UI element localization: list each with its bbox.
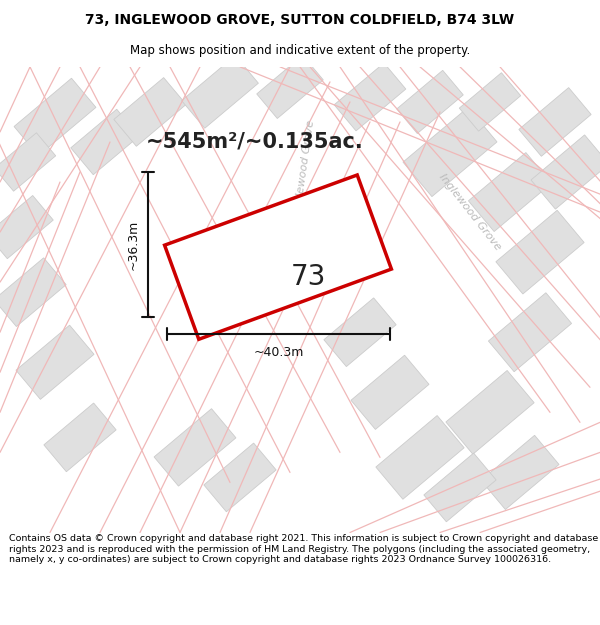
Polygon shape <box>469 152 551 231</box>
Polygon shape <box>403 107 497 197</box>
Polygon shape <box>519 88 591 156</box>
Polygon shape <box>424 453 496 522</box>
Polygon shape <box>446 371 534 454</box>
Text: Inglewood Grove: Inglewood Grove <box>293 120 317 214</box>
Polygon shape <box>14 78 96 156</box>
Polygon shape <box>154 409 236 486</box>
Polygon shape <box>324 298 396 367</box>
Polygon shape <box>488 292 572 372</box>
Polygon shape <box>204 443 276 512</box>
Polygon shape <box>351 355 429 429</box>
Polygon shape <box>71 109 139 175</box>
Polygon shape <box>0 132 56 191</box>
Text: ~545m²/~0.135ac.: ~545m²/~0.135ac. <box>146 132 364 152</box>
Polygon shape <box>182 56 259 128</box>
Polygon shape <box>0 258 66 326</box>
Text: Inglewood Grove: Inglewood Grove <box>437 172 503 252</box>
Polygon shape <box>44 403 116 472</box>
Polygon shape <box>459 72 521 131</box>
Polygon shape <box>397 71 463 134</box>
Text: Contains OS data © Crown copyright and database right 2021. This information is : Contains OS data © Crown copyright and d… <box>9 534 598 564</box>
Polygon shape <box>496 210 584 294</box>
Polygon shape <box>376 416 464 499</box>
Polygon shape <box>257 56 323 119</box>
Polygon shape <box>114 78 186 146</box>
Text: Map shows position and indicative extent of the property.: Map shows position and indicative extent… <box>130 44 470 57</box>
Text: ~36.3m: ~36.3m <box>127 219 140 270</box>
Polygon shape <box>0 196 53 259</box>
Polygon shape <box>531 135 600 209</box>
Text: 73: 73 <box>290 263 326 291</box>
Polygon shape <box>164 175 391 339</box>
Polygon shape <box>334 63 406 131</box>
Text: 73, INGLEWOOD GROVE, SUTTON COLDFIELD, B74 3LW: 73, INGLEWOOD GROVE, SUTTON COLDFIELD, B… <box>85 13 515 27</box>
Text: ~40.3m: ~40.3m <box>253 346 304 359</box>
Polygon shape <box>481 436 559 509</box>
Polygon shape <box>16 325 94 399</box>
